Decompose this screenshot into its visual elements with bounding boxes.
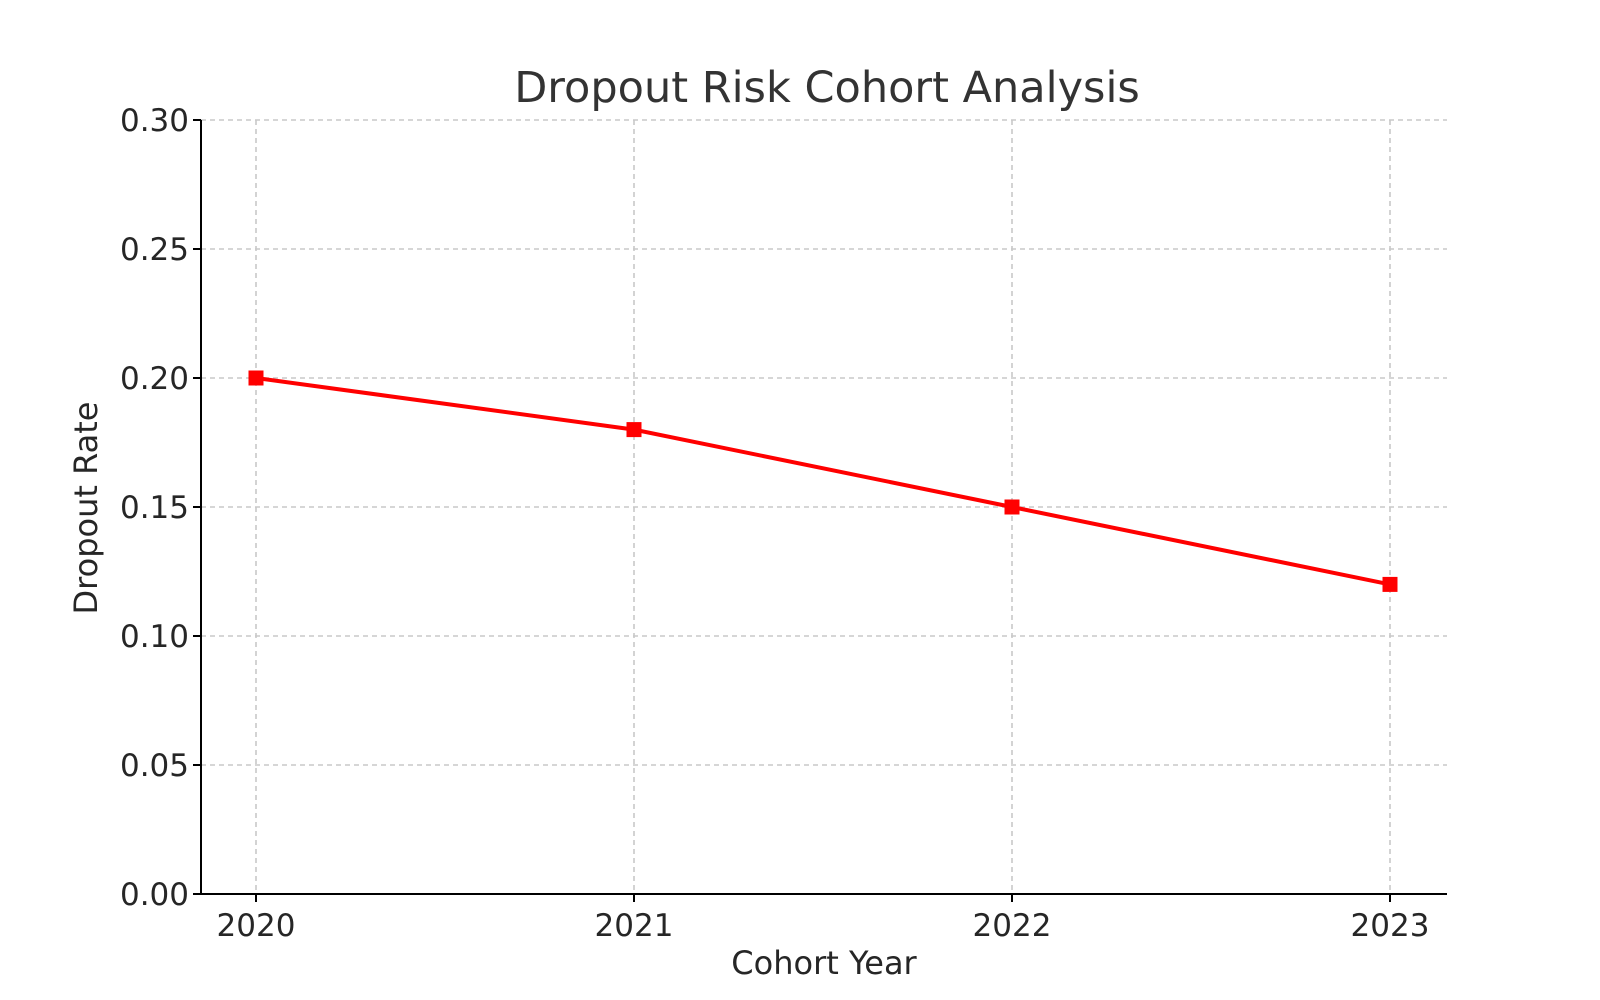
x-tick-label: 2021 bbox=[595, 908, 674, 944]
y-axis-ticks: 0.00 0.05 0.10 0.15 0.20 0.25 0.30 bbox=[120, 103, 201, 913]
y-axis-label: Dropout Rate bbox=[67, 402, 105, 615]
y-tick-label: 0.10 bbox=[120, 619, 189, 655]
y-tick-label: 0.30 bbox=[120, 103, 189, 139]
data-point-marker bbox=[248, 370, 264, 386]
y-tick-label: 0.20 bbox=[120, 361, 189, 397]
y-tick-label: 0.05 bbox=[120, 748, 189, 784]
y-tick-label: 0.00 bbox=[120, 877, 189, 913]
y-tick-label: 0.15 bbox=[120, 490, 189, 526]
data-point-marker bbox=[626, 422, 642, 438]
data-point-marker bbox=[1382, 576, 1398, 592]
grid bbox=[201, 119, 1447, 894]
chart-title: Dropout Risk Cohort Analysis bbox=[514, 63, 1140, 113]
x-axis-label: Cohort Year bbox=[731, 944, 917, 982]
x-tick-label: 2023 bbox=[1351, 908, 1430, 944]
series-line bbox=[254, 376, 1392, 587]
x-tick-label: 2020 bbox=[217, 908, 296, 944]
y-tick-label: 0.25 bbox=[120, 232, 189, 268]
series-group bbox=[248, 370, 1398, 592]
x-tick-label: 2022 bbox=[973, 908, 1052, 944]
x-axis-ticks: 2020 2021 2022 2023 bbox=[217, 894, 1430, 944]
data-point-marker bbox=[1004, 499, 1020, 515]
